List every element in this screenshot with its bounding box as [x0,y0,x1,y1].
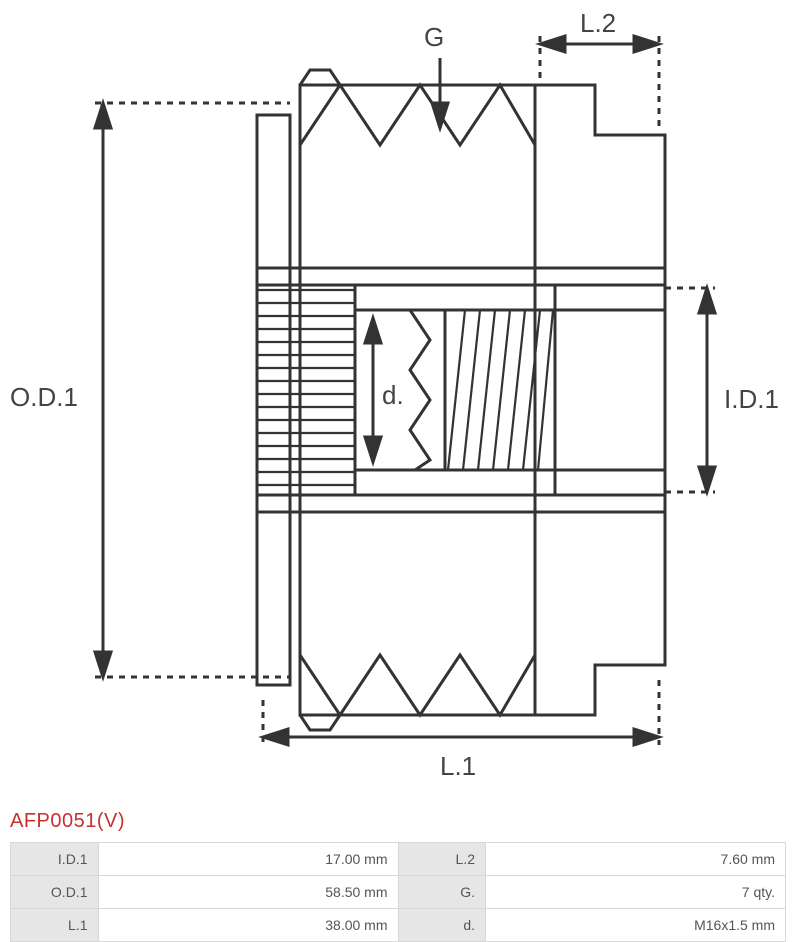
label-od1: O.D.1 [10,382,78,412]
spec-label: d. [398,909,486,942]
table-row: I.D.1 17.00 mm L.2 7.60 mm [11,843,786,876]
spec-value: 7.60 mm [486,843,786,876]
table-row: L.1 38.00 mm d. M16x1.5 mm [11,909,786,942]
spec-label: I.D.1 [11,843,99,876]
spec-value: 7 qty. [486,876,786,909]
spec-label: L.1 [11,909,99,942]
spec-label: G. [398,876,486,909]
table-row: O.D.1 58.50 mm G. 7 qty. [11,876,786,909]
technical-drawing: G L.2 O.D.1 d. I.D.1 L.1 [0,0,796,790]
drawing-svg: G L.2 O.D.1 d. I.D.1 L.1 [0,0,796,790]
label-d: d. [382,380,404,410]
spec-label: O.D.1 [11,876,99,909]
label-l1: L.1 [440,751,476,781]
label-l2: L.2 [580,8,616,38]
part-number-title: AFP0051(V) [10,810,125,833]
spec-value: 17.00 mm [98,843,398,876]
spec-label: L.2 [398,843,486,876]
spec-value: 38.00 mm [98,909,398,942]
specifications-table: I.D.1 17.00 mm L.2 7.60 mm O.D.1 58.50 m… [10,842,786,942]
label-id1: I.D.1 [724,384,779,414]
part-number-text: AFP0051(V) [10,810,125,832]
label-g: G [424,22,444,52]
spec-value: M16x1.5 mm [486,909,786,942]
spec-value: 58.50 mm [98,876,398,909]
